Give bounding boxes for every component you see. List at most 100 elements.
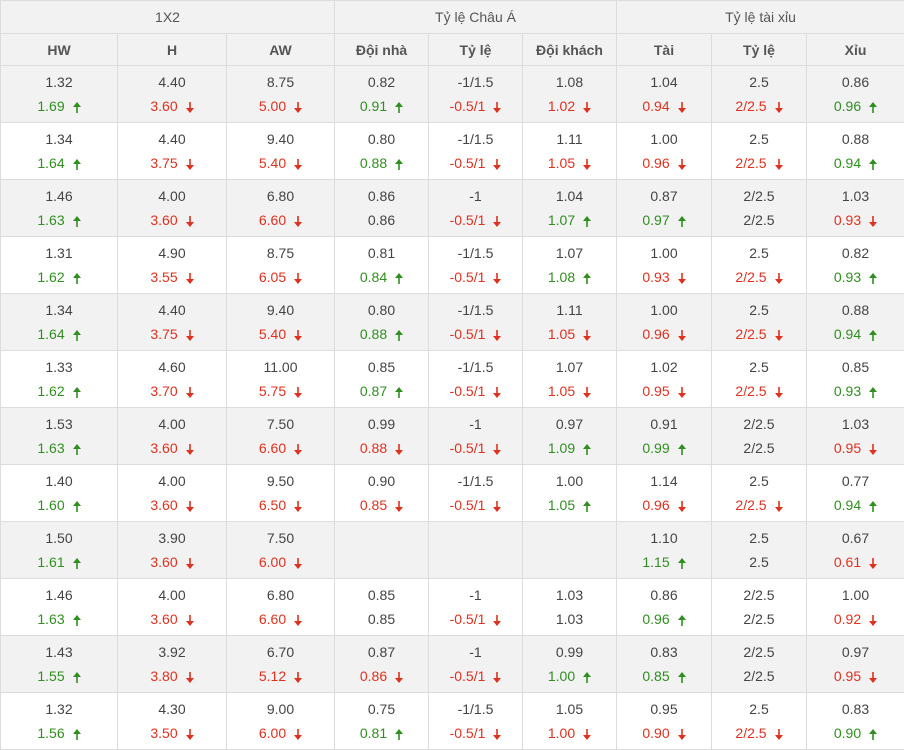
current-odds-value: 0.84 [360,269,387,285]
opening-odds: -1/1.5 [429,697,522,721]
current-odds-value: 1.09 [548,440,575,456]
arrow-up-icon [678,615,686,626]
opening-odds: 4.00 [118,412,226,436]
opening-odds: 0.83 [807,697,904,721]
arrow-down-icon [493,330,501,341]
arrow-down-icon [678,102,686,113]
opening-odds: 1.10 [617,526,711,550]
opening-odds: 0.86 [617,583,711,607]
current-odds-value: -0.5/1 [450,269,486,285]
current-odds-value: 0.93 [834,383,861,399]
current-odds: 0.96 [617,493,711,517]
current-odds-value: 0.94 [834,155,861,171]
current-odds: 0.85 [617,664,711,688]
opening-odds: 2.5 [712,697,806,721]
arrow-up-icon [73,615,81,626]
arrow-up-icon [73,387,81,398]
current-odds: 0.90 [617,721,711,745]
current-odds-value: 0.86 [368,212,395,228]
current-odds: 3.60 [118,436,226,460]
current-odds: 3.50 [118,721,226,745]
odds-cell-handicap: -1-0.5/1 [429,180,523,237]
arrow-down-icon [186,387,194,398]
arrow-up-icon [678,672,686,683]
current-odds: 0.90 [807,721,904,745]
opening-odds: 0.77 [807,469,904,493]
opening-odds: 6.80 [227,583,334,607]
current-odds-value: -0.5/1 [450,98,486,114]
opening-odds: 11.00 [227,355,334,379]
arrow-down-icon [678,159,686,170]
current-odds: 0.96 [617,607,711,631]
current-odds-value: -0.5/1 [450,611,486,627]
arrow-down-icon [775,330,783,341]
current-odds: -0.5/1 [429,607,522,631]
opening-odds: 4.40 [118,127,226,151]
opening-odds: -1 [429,412,522,436]
current-odds: 0.95 [617,379,711,403]
odds-cell-away [523,522,617,579]
current-odds-value: 6.60 [259,212,286,228]
current-odds-value: 0.94 [834,326,861,342]
arrow-down-icon [294,729,302,740]
odds-cell-handicap: -1/1.5-0.5/1 [429,693,523,750]
opening-odds: 0.87 [335,640,428,664]
current-odds: -0.5/1 [429,379,522,403]
current-odds: -0.5/1 [429,436,522,460]
current-odds-value: 3.60 [150,98,177,114]
current-odds: 0.92 [807,607,904,631]
opening-odds: 0.82 [807,241,904,265]
current-odds: -0.5/1 [429,664,522,688]
current-odds: 0.95 [807,664,904,688]
current-odds-value: 1.63 [37,611,64,627]
current-odds-value: 0.96 [642,326,669,342]
opening-odds: 9.50 [227,469,334,493]
current-odds-value: -0.5/1 [450,155,486,171]
arrow-up-icon [869,159,877,170]
col-header-aw: AW [227,34,335,66]
opening-odds: 2/2.5 [712,583,806,607]
current-odds: 1.15 [617,550,711,574]
arrow-down-icon [294,501,302,512]
current-odds-value: 0.90 [834,725,861,741]
current-odds: 6.05 [227,265,334,289]
current-odds-value: 3.75 [150,155,177,171]
current-odds-value: 0.93 [834,269,861,285]
current-odds: 0.87 [335,379,428,403]
col-header-line: Tỷ lệ [712,34,807,66]
current-odds-value: 1.61 [37,554,64,570]
arrow-down-icon [869,615,877,626]
current-odds-value: 2/2.5 [735,98,766,114]
arrow-down-icon [493,615,501,626]
opening-odds: 2.5 [712,70,806,94]
current-odds: 3.70 [118,379,226,403]
opening-odds: 1.00 [617,241,711,265]
current-odds: 3.60 [118,607,226,631]
current-odds: 5.75 [227,379,334,403]
arrow-down-icon [493,729,501,740]
opening-odds: 1.34 [1,127,117,151]
current-odds: 1.56 [1,721,117,745]
arrow-down-icon [294,672,302,683]
current-odds: 2/2.5 [712,607,806,631]
current-odds: 1.05 [523,151,616,175]
arrow-up-icon [73,501,81,512]
current-odds-value: 0.85 [368,611,395,627]
arrow-down-icon [294,216,302,227]
current-odds-value: 0.85 [360,497,387,513]
